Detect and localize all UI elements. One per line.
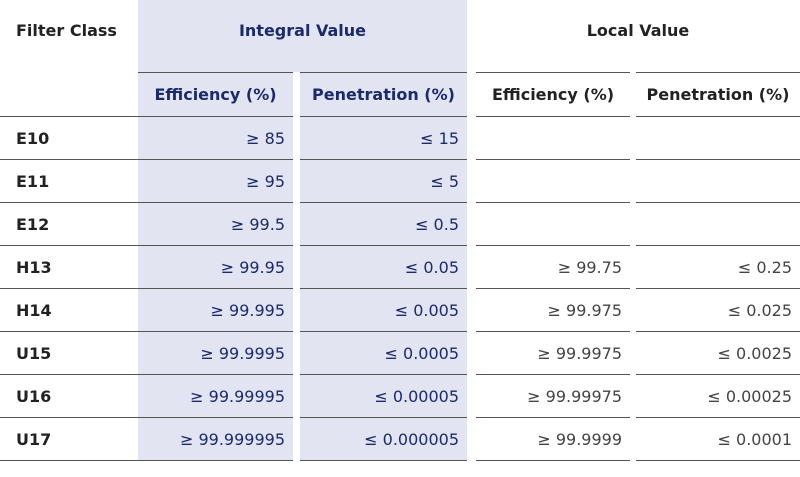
column-header: Efficiency (%) bbox=[491, 85, 615, 104]
integral-value: ≥ 99.999995 bbox=[179, 430, 285, 449]
rule bbox=[476, 460, 630, 461]
rule bbox=[476, 288, 630, 289]
rule bbox=[476, 116, 630, 117]
rule bbox=[300, 202, 467, 203]
rule bbox=[300, 245, 467, 246]
rule bbox=[476, 202, 630, 203]
rule bbox=[300, 159, 467, 160]
rule bbox=[138, 72, 293, 73]
filter-class: E11 bbox=[16, 172, 50, 191]
rule bbox=[476, 374, 630, 375]
rule bbox=[476, 331, 630, 332]
rule bbox=[300, 417, 467, 418]
integral-value: ≤ 0.5 bbox=[415, 215, 459, 234]
rule bbox=[636, 331, 800, 332]
integral-value: ≤ 0.05 bbox=[404, 258, 459, 277]
local-value: ≥ 99.9999 bbox=[537, 430, 622, 449]
integral-value: ≥ 95 bbox=[246, 172, 285, 191]
rule bbox=[0, 288, 138, 289]
integral-value: ≤ 15 bbox=[420, 129, 459, 148]
rule bbox=[476, 72, 630, 73]
integral-value: ≥ 85 bbox=[246, 129, 285, 148]
local-value: ≥ 99.9975 bbox=[537, 344, 622, 363]
rule bbox=[636, 245, 800, 246]
header-local: Local Value bbox=[586, 20, 690, 40]
integral-value: ≥ 99.995 bbox=[210, 301, 285, 320]
integral-value: ≥ 99.5 bbox=[230, 215, 285, 234]
rule bbox=[138, 288, 293, 289]
local-value: ≤ 0.0025 bbox=[717, 344, 792, 363]
local-value: ≤ 0.25 bbox=[737, 258, 792, 277]
rule bbox=[138, 116, 293, 117]
column-header: Penetration (%) bbox=[312, 85, 455, 104]
filter-class: U17 bbox=[16, 430, 52, 449]
filter-class: H14 bbox=[16, 301, 52, 320]
rule bbox=[138, 202, 293, 203]
integral-value: ≤ 0.000005 bbox=[364, 430, 459, 449]
local-value: ≥ 99.99975 bbox=[527, 387, 622, 406]
rule bbox=[0, 245, 138, 246]
rule bbox=[636, 116, 800, 117]
rule bbox=[0, 374, 138, 375]
header-filter-class: Filter Class bbox=[16, 20, 117, 40]
filter-class: E10 bbox=[16, 129, 50, 148]
rule bbox=[300, 374, 467, 375]
integral-value: ≤ 5 bbox=[430, 172, 459, 191]
rule bbox=[300, 116, 467, 117]
rule bbox=[636, 288, 800, 289]
rule bbox=[0, 202, 138, 203]
integral-value: ≥ 99.9995 bbox=[200, 344, 285, 363]
rule bbox=[138, 331, 293, 332]
rule bbox=[300, 72, 467, 73]
local-value: ≥ 99.75 bbox=[557, 258, 622, 277]
rule bbox=[636, 72, 800, 73]
integral-bg bbox=[300, 0, 467, 461]
integral-value: ≤ 0.0005 bbox=[384, 344, 459, 363]
rule bbox=[636, 159, 800, 160]
rule bbox=[636, 202, 800, 203]
filter-class: H13 bbox=[16, 258, 52, 277]
rule bbox=[300, 288, 467, 289]
rule bbox=[300, 460, 467, 461]
column-header: Efficiency (%) bbox=[154, 85, 277, 104]
rule bbox=[138, 460, 293, 461]
integral-bg bbox=[293, 0, 300, 72]
rule bbox=[636, 417, 800, 418]
header-integral: Integral Value bbox=[238, 20, 367, 40]
rule bbox=[476, 245, 630, 246]
local-value: ≥ 99.975 bbox=[547, 301, 622, 320]
rule bbox=[0, 159, 138, 160]
rule bbox=[636, 460, 800, 461]
integral-value: ≥ 99.95 bbox=[220, 258, 285, 277]
filter-class: E12 bbox=[16, 215, 50, 234]
rule bbox=[0, 417, 138, 418]
integral-value: ≤ 0.00005 bbox=[374, 387, 459, 406]
rule bbox=[636, 374, 800, 375]
rule bbox=[300, 331, 467, 332]
rule bbox=[138, 245, 293, 246]
rule bbox=[138, 417, 293, 418]
rule bbox=[476, 159, 630, 160]
filter-class: U15 bbox=[16, 344, 52, 363]
integral-value: ≥ 99.99995 bbox=[190, 387, 285, 406]
integral-value: ≤ 0.005 bbox=[394, 301, 459, 320]
rule bbox=[138, 159, 293, 160]
integral-bg bbox=[138, 0, 293, 461]
rule bbox=[0, 116, 138, 117]
local-value: ≤ 0.0001 bbox=[717, 430, 792, 449]
local-value: ≤ 0.00025 bbox=[707, 387, 792, 406]
rule bbox=[138, 374, 293, 375]
column-header: Penetration (%) bbox=[646, 85, 790, 104]
rule bbox=[0, 331, 138, 332]
rule bbox=[0, 460, 138, 461]
filter-class: U16 bbox=[16, 387, 52, 406]
local-value: ≤ 0.025 bbox=[727, 301, 792, 320]
rule bbox=[476, 417, 630, 418]
